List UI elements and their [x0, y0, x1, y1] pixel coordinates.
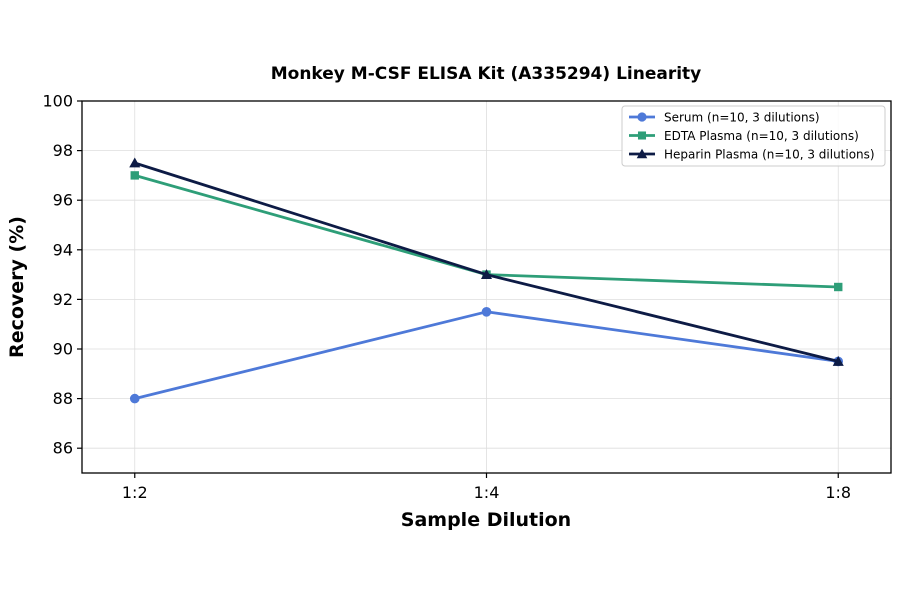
data-point [129, 393, 140, 404]
data-point [834, 282, 843, 292]
series-group [129, 157, 844, 404]
x-tick-label: 1:4 [474, 483, 500, 502]
x-axis: 1:2 1:4 1:8 [122, 473, 851, 502]
series-triangle [129, 157, 844, 366]
x-tick-label: 1:8 [825, 483, 851, 502]
y-tick-label: 100 [42, 92, 73, 111]
y-axis: 86 88 90 92 94 96 98 100 [42, 92, 82, 458]
data-point [481, 307, 492, 317]
legend-label: Heparin Plasma (n=10, 3 dilutions) [664, 148, 875, 162]
x-axis-label: Sample Dilution [401, 509, 571, 531]
y-tick-label: 92 [53, 290, 73, 309]
y-tick-label: 86 [53, 439, 73, 458]
y-tick-label: 96 [53, 191, 73, 210]
y-tick-label: 88 [53, 389, 73, 408]
data-point [130, 171, 139, 180]
legend-box [621, 105, 886, 167]
y-tick-label: 90 [53, 340, 73, 359]
legend-label: EDTA Plasma (n=10, 3 dilutions) [664, 129, 859, 143]
legend-swatch-marker [637, 131, 647, 140]
data-point [480, 269, 493, 280]
legend: Serum (n=10, 3 dilutions) EDTA Plasma (n=… [621, 105, 886, 167]
y-tick-label: 98 [53, 141, 73, 160]
legend-swatch-marker [636, 148, 648, 159]
legend-label: Serum (n=10, 3 dilutions) [664, 111, 820, 125]
data-point [129, 157, 141, 168]
y-tick-label: 94 [53, 240, 73, 259]
data-point [832, 355, 844, 366]
legend-swatch-marker [637, 112, 647, 122]
x-tick-label: 1:2 [122, 483, 148, 502]
grid [82, 101, 891, 473]
chart-title: Monkey M-CSF ELISA Kit (A335294) Lineari… [271, 64, 702, 84]
y-axis-label: Recovery (%) [6, 216, 28, 358]
